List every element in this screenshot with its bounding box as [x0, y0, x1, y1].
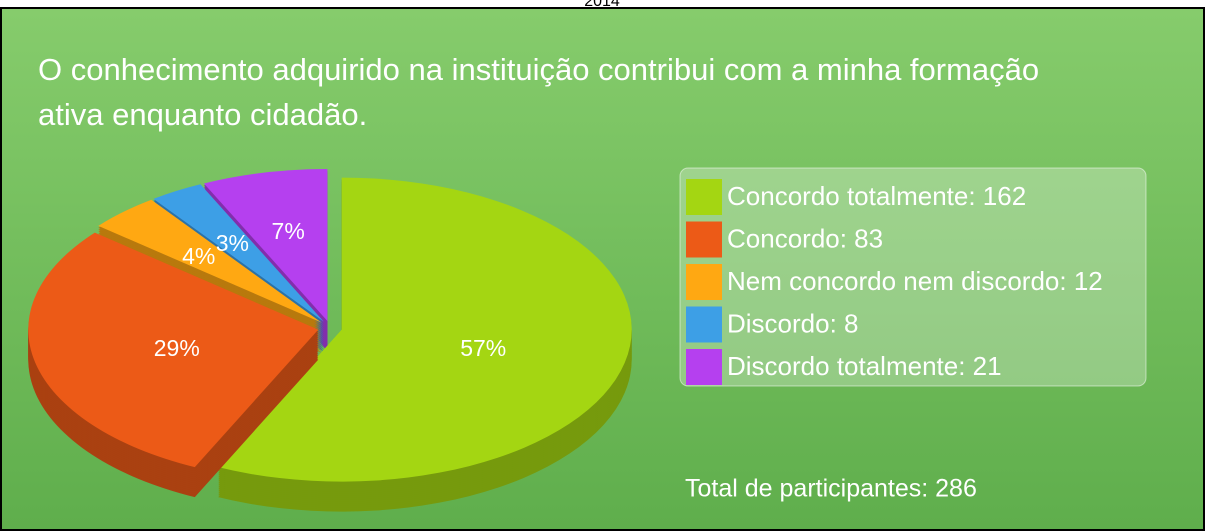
legend-swatch	[686, 221, 722, 258]
legend-swatch	[686, 179, 722, 215]
legend-label: Discordo totalmente: 21	[727, 351, 1002, 381]
top-label: 2014	[584, 0, 620, 10]
data-label: 3%	[216, 230, 249, 256]
legend-swatch	[686, 306, 722, 343]
legend-box	[679, 167, 1147, 387]
chart-title: ativa enquanto cidadão.	[38, 97, 367, 132]
data-label: 7%	[272, 218, 305, 244]
data-label: 57%	[460, 335, 506, 361]
legend-label: Concordo totalmente: 162	[727, 181, 1026, 211]
pie-slice	[28, 232, 319, 468]
pie-slice	[98, 199, 322, 323]
legend-label: Nem concordo nem discordo: 12	[727, 266, 1103, 296]
legend-swatch	[686, 349, 722, 385]
data-label: 29%	[154, 335, 200, 361]
annotation: Total de participantes: 286	[685, 475, 977, 503]
pie-slice	[203, 168, 328, 321]
legend-label: Concordo: 83	[727, 223, 883, 253]
chart-title: O conhecimento adquirido na instituição …	[38, 52, 1039, 87]
pie-slice	[218, 177, 632, 482]
legend-swatch	[686, 264, 722, 300]
data-label: 4%	[182, 243, 215, 269]
legend-label: Discordo: 8	[727, 308, 859, 338]
pie-slice	[153, 184, 324, 322]
